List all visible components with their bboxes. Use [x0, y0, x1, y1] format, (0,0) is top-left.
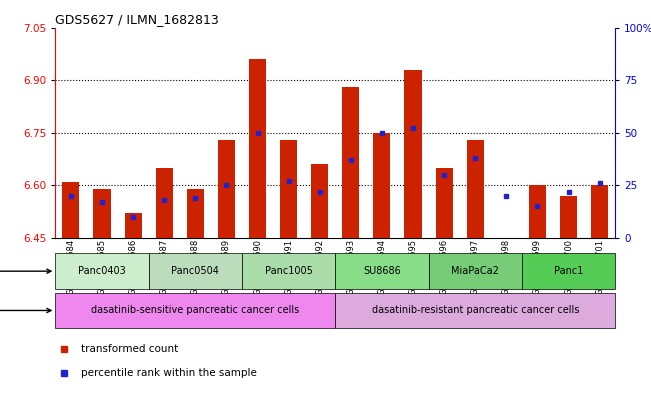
Text: SU8686: SU8686	[363, 266, 401, 276]
Text: transformed count: transformed count	[81, 344, 178, 354]
Bar	[280, 140, 297, 238]
Text: Panc1005: Panc1005	[265, 266, 312, 276]
Bar	[218, 140, 235, 238]
Text: Panc0403: Panc0403	[78, 266, 126, 276]
Bar	[374, 133, 391, 238]
Bar	[55, 253, 148, 289]
Bar	[522, 253, 615, 289]
Bar	[124, 213, 142, 238]
Bar	[242, 253, 335, 289]
Bar	[342, 87, 359, 238]
Bar	[591, 185, 608, 238]
Bar	[529, 185, 546, 238]
Bar	[560, 196, 577, 238]
Bar	[335, 293, 615, 328]
Text: dasatinib-sensitive pancreatic cancer cells: dasatinib-sensitive pancreatic cancer ce…	[91, 305, 299, 316]
Bar	[335, 253, 428, 289]
Text: Panc1: Panc1	[554, 266, 583, 276]
Bar	[148, 253, 242, 289]
Bar	[187, 189, 204, 238]
Bar	[55, 293, 335, 328]
Text: dasatinib-resistant pancreatic cancer cells: dasatinib-resistant pancreatic cancer ce…	[372, 305, 579, 316]
Text: percentile rank within the sample: percentile rank within the sample	[81, 367, 256, 378]
Bar	[249, 59, 266, 238]
Text: Panc0504: Panc0504	[171, 266, 219, 276]
Text: MiaPaCa2: MiaPaCa2	[451, 266, 499, 276]
Text: GDS5627 / ILMN_1682813: GDS5627 / ILMN_1682813	[55, 13, 219, 26]
Bar	[94, 189, 111, 238]
Bar	[311, 164, 328, 238]
Bar	[436, 168, 452, 238]
Text: cell line: cell line	[0, 266, 51, 276]
Text: cell type: cell type	[0, 305, 51, 316]
Bar	[156, 168, 173, 238]
Bar	[467, 140, 484, 238]
Bar	[404, 70, 422, 238]
Bar	[62, 182, 79, 238]
Bar	[428, 253, 522, 289]
